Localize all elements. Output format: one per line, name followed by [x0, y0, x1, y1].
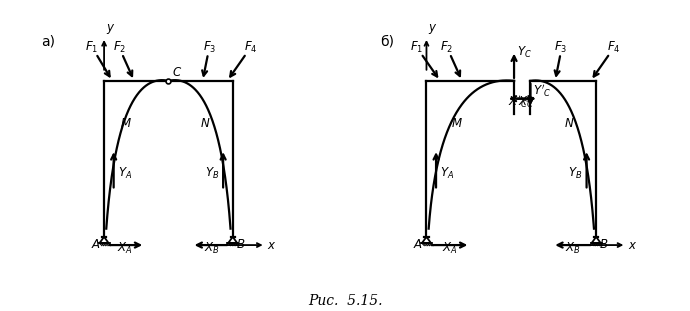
Text: $F_3$: $F_3$ [554, 40, 567, 55]
Text: $M$: $M$ [120, 117, 132, 130]
Text: $Y_A$: $Y_A$ [118, 166, 132, 181]
Text: $A$: $A$ [91, 238, 101, 251]
Text: $x$: $x$ [628, 239, 637, 252]
Text: $A$: $A$ [413, 238, 423, 251]
Text: $F_1$: $F_1$ [85, 40, 99, 55]
Text: $F_3$: $F_3$ [203, 40, 216, 55]
Text: $F_2$: $F_2$ [440, 40, 453, 55]
Text: $N$: $N$ [200, 117, 210, 130]
Text: $M$: $M$ [451, 117, 462, 130]
Text: $Y'_C$: $Y'_C$ [533, 82, 552, 99]
Text: $X_B$: $X_B$ [204, 241, 220, 256]
Text: $y$: $y$ [428, 22, 437, 36]
Text: $Y_B$: $Y_B$ [205, 166, 219, 181]
Text: $Y_C$: $Y_C$ [517, 45, 532, 60]
Text: $X_A$: $X_A$ [117, 241, 132, 256]
Text: $X'_C$: $X'_C$ [509, 93, 528, 109]
Text: $F_4$: $F_4$ [244, 40, 257, 55]
Text: а): а) [41, 34, 55, 48]
Text: $X_C$: $X_C$ [518, 95, 535, 109]
Text: $y$: $y$ [106, 22, 115, 36]
Text: $X_B$: $X_B$ [565, 241, 581, 256]
Text: Рис.  5.15.: Рис. 5.15. [308, 294, 382, 308]
Text: б): б) [380, 34, 394, 48]
Text: $F_4$: $F_4$ [607, 40, 621, 55]
Text: $Y_A$: $Y_A$ [440, 166, 455, 181]
Text: $Y_B$: $Y_B$ [568, 166, 582, 181]
Text: $F_2$: $F_2$ [112, 40, 126, 55]
Text: $B$: $B$ [600, 238, 609, 251]
Text: $F_1$: $F_1$ [411, 40, 424, 55]
Text: $C$: $C$ [172, 67, 182, 80]
Text: $X_A$: $X_A$ [442, 241, 457, 256]
Text: $B$: $B$ [236, 238, 246, 251]
Text: $N$: $N$ [564, 117, 574, 130]
Text: $x$: $x$ [267, 239, 276, 252]
